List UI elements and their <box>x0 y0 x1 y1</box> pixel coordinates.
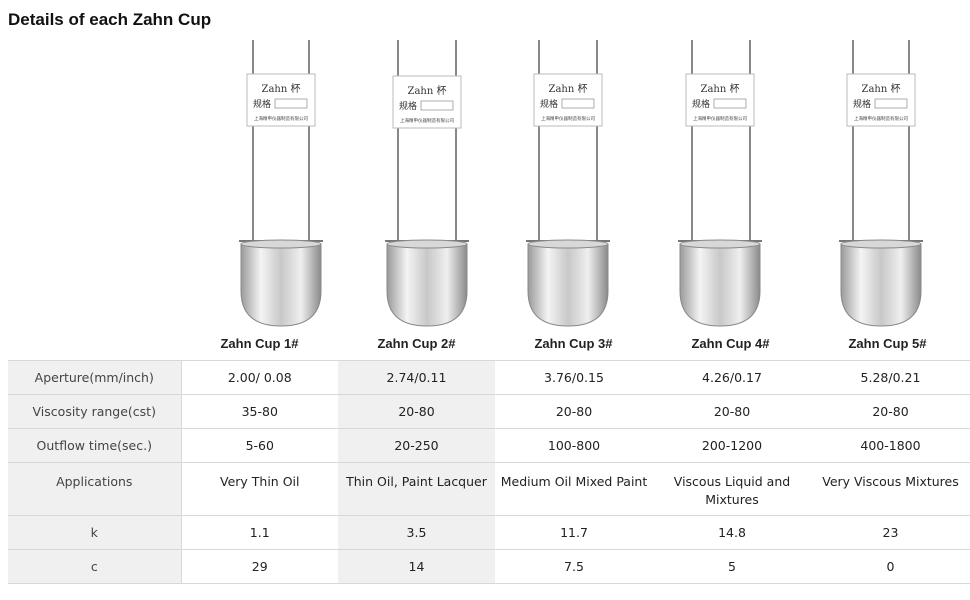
tag-title: Zahn 杯 <box>862 82 901 95</box>
cup-drawing: Zahn 杯 规格 上海精申仪器制造有限公司 <box>526 40 610 327</box>
table-cell: Very Thin Oil <box>181 462 338 516</box>
tag-company: 上海精申仪器制造有限公司 <box>400 117 454 124</box>
zahn-cup-image-5: Zahn 杯 规格 上海精申仪器制造有限公司 <box>809 36 966 336</box>
table-cell: 3.76/0.15 <box>495 360 653 395</box>
tag-title: Zahn 杯 <box>408 84 447 97</box>
table-cell: 2.00/ 0.08 <box>181 360 338 395</box>
table-cell: 5 <box>653 549 811 584</box>
table-row: Applications Very Thin Oil Thin Oil, Pai… <box>8 462 970 516</box>
tag-spec-label: 规格 <box>399 100 417 112</box>
row-label: Outflow time(sec.) <box>8 428 182 463</box>
cup-images: Zahn 杯 规格 上海精申仪器制造有限公司 Zahn 杯 规格 <box>181 36 970 336</box>
table-cell: 23 <box>811 515 970 550</box>
table-cell: Very Viscous Mixtures <box>811 462 970 516</box>
tag-spec-label: 规格 <box>540 98 558 110</box>
tag-spec-label: 规格 <box>253 98 271 110</box>
specs-table: Aperture(mm/inch) 2.00/ 0.08 2.74/0.11 3… <box>8 360 970 584</box>
table-cell: 7.5 <box>495 549 653 584</box>
page-title: Details of each Zahn Cup <box>8 10 212 29</box>
table-cell: 1.1 <box>181 515 338 550</box>
tag-company: 上海精申仪器制造有限公司 <box>254 115 308 122</box>
row-label: k <box>8 515 182 550</box>
table-cell: 20-80 <box>495 394 653 429</box>
cup-name-5: Zahn Cup 5# <box>848 336 927 351</box>
table-cell: 11.7 <box>495 515 653 550</box>
tag-title: Zahn 杯 <box>701 82 740 95</box>
cup-drawing: Zahn 杯 规格 上海精申仪器制造有限公司 <box>839 40 923 327</box>
table-cell: 14 <box>338 549 495 584</box>
cup-name-3: Zahn Cup 3# <box>534 336 613 351</box>
table-cell: 400-1800 <box>811 428 970 463</box>
table-cell: 200-1200 <box>653 428 811 463</box>
cup-name-4: Zahn Cup 4# <box>691 336 770 351</box>
table-row: c 29 14 7.5 5 0 <box>8 549 970 584</box>
zahn-cup-image-3: Zahn 杯 规格 上海精申仪器制造有限公司 <box>495 36 652 336</box>
tag-title: Zahn 杯 <box>549 82 588 95</box>
row-label: Viscosity range(cst) <box>8 394 182 429</box>
table-row: Viscosity range(cst) 35-80 20-80 20-80 2… <box>8 394 970 429</box>
table-cell: 20-80 <box>811 394 970 429</box>
row-label: c <box>8 549 182 584</box>
zahn-cup-image-4: Zahn 杯 规格 上海精申仪器制造有限公司 <box>652 36 809 336</box>
table-cell: Medium Oil Mixed Paint <box>495 462 653 516</box>
row-label: Aperture(mm/inch) <box>8 360 182 395</box>
cup-drawing: Zahn 杯 规格 上海精申仪器制造有限公司 <box>239 40 323 327</box>
table-cell: 20-250 <box>338 428 495 463</box>
tag-spec-label: 规格 <box>692 98 710 110</box>
tag-company: 上海精申仪器制造有限公司 <box>854 115 908 122</box>
row-label: Applications <box>8 462 182 516</box>
zahn-cup-image-1: Zahn 杯 规格 上海精申仪器制造有限公司 <box>181 36 338 336</box>
table-row: k 1.1 3.5 11.7 14.8 23 <box>8 515 970 550</box>
cup-drawing: Zahn 杯 规格 上海精申仪器制造有限公司 <box>678 40 762 327</box>
cup-name-2: Zahn Cup 2# <box>377 336 456 351</box>
table-cell: 20-80 <box>338 394 495 429</box>
table-cell: Viscous Liquid and Mixtures <box>653 462 811 516</box>
table-cell: 35-80 <box>181 394 338 429</box>
table-cell: Thin Oil, Paint Lacquer <box>338 462 495 516</box>
table-cell: 0 <box>811 549 970 584</box>
table-cell: 2.74/0.11 <box>338 360 495 395</box>
table-row: Outflow time(sec.) 5-60 20-250 100-800 2… <box>8 428 970 463</box>
table-row: Aperture(mm/inch) 2.00/ 0.08 2.74/0.11 3… <box>8 360 970 395</box>
table-cell: 5.28/0.21 <box>811 360 970 395</box>
tag-company: 上海精申仪器制造有限公司 <box>693 115 747 122</box>
table-cell: 5-60 <box>181 428 338 463</box>
table-cell: 14.8 <box>653 515 811 550</box>
table-cell: 29 <box>181 549 338 584</box>
table-cell: 20-80 <box>653 394 811 429</box>
cup-name-1: Zahn Cup 1# <box>220 336 299 351</box>
cup-drawing: Zahn 杯 规格 上海精申仪器制造有限公司 <box>385 40 469 327</box>
table-cell: 100-800 <box>495 428 653 463</box>
table-cell: 3.5 <box>338 515 495 550</box>
tag-company: 上海精申仪器制造有限公司 <box>541 115 595 122</box>
table-cell: 4.26/0.17 <box>653 360 811 395</box>
tag-spec-label: 规格 <box>853 98 871 110</box>
zahn-cup-image-2: Zahn 杯 规格 上海精申仪器制造有限公司 <box>338 36 495 336</box>
tag-title: Zahn 杯 <box>262 82 301 95</box>
